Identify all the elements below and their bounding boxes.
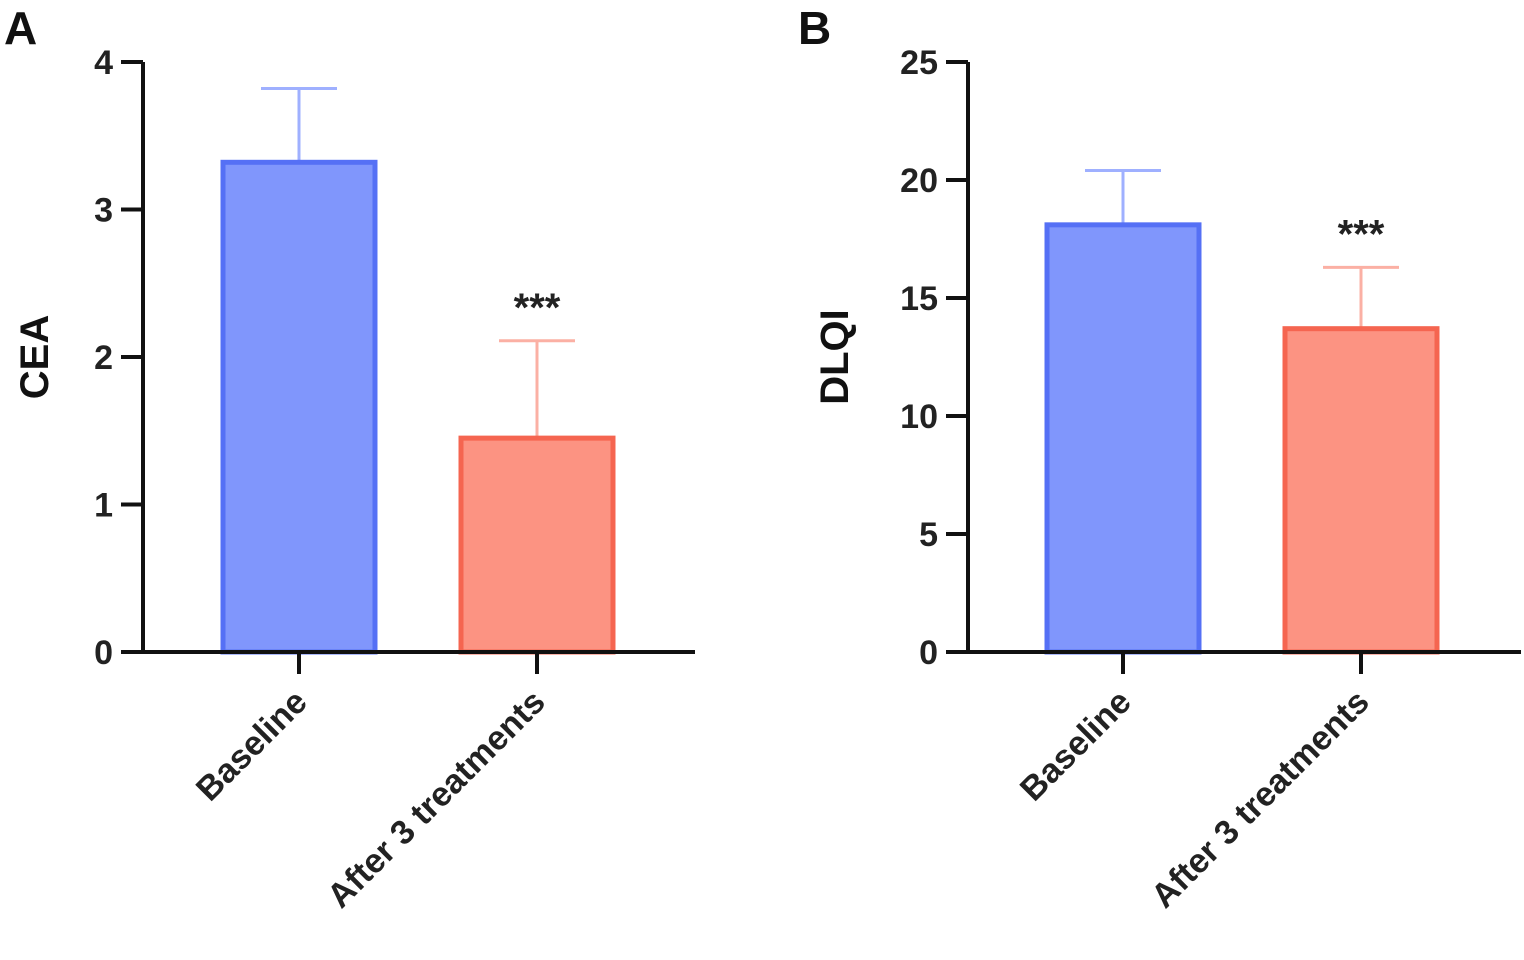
y-tick-label: 4 — [94, 44, 113, 82]
x-category-label: After 3 treatments — [1144, 683, 1377, 916]
y-tick-label: 15 — [900, 280, 938, 318]
panel-letter-b: B — [798, 2, 831, 54]
bar-after-3-treatments — [1282, 326, 1440, 655]
y-axis-title-dlqi: DLQI — [813, 309, 857, 405]
x-category-label: Baseline — [1013, 683, 1139, 809]
panel-letter-a: A — [4, 2, 37, 54]
y-tick-label: 10 — [900, 398, 938, 436]
y-tick-label: 2 — [94, 339, 113, 377]
panel-b: B DLQI *** 0 5 10 15 20 25 Baseline After 3 trea… — [798, 2, 1521, 915]
y-tick-label: 3 — [94, 192, 113, 230]
y-tick-label: 20 — [900, 162, 938, 200]
y-tick-label: 25 — [900, 44, 938, 82]
y-tick-label: 0 — [919, 634, 938, 672]
x-category-label: After 3 treatments — [320, 683, 553, 916]
y-tick-label: 5 — [919, 516, 938, 554]
y-axis-title-cea: CEA — [13, 315, 57, 399]
y-tick-label: 1 — [94, 487, 113, 525]
bar-baseline — [1044, 222, 1202, 655]
bar-after-3-treatments — [458, 435, 616, 655]
significance-label: *** — [1338, 212, 1385, 256]
significance-label: *** — [514, 286, 561, 330]
y-tick-label: 0 — [94, 634, 113, 672]
panel-a: A CEA *** 0 1 2 3 4 Baseline After 3 treatments — [4, 2, 695, 915]
bar-baseline — [220, 159, 378, 655]
x-category-label: Baseline — [189, 683, 315, 809]
